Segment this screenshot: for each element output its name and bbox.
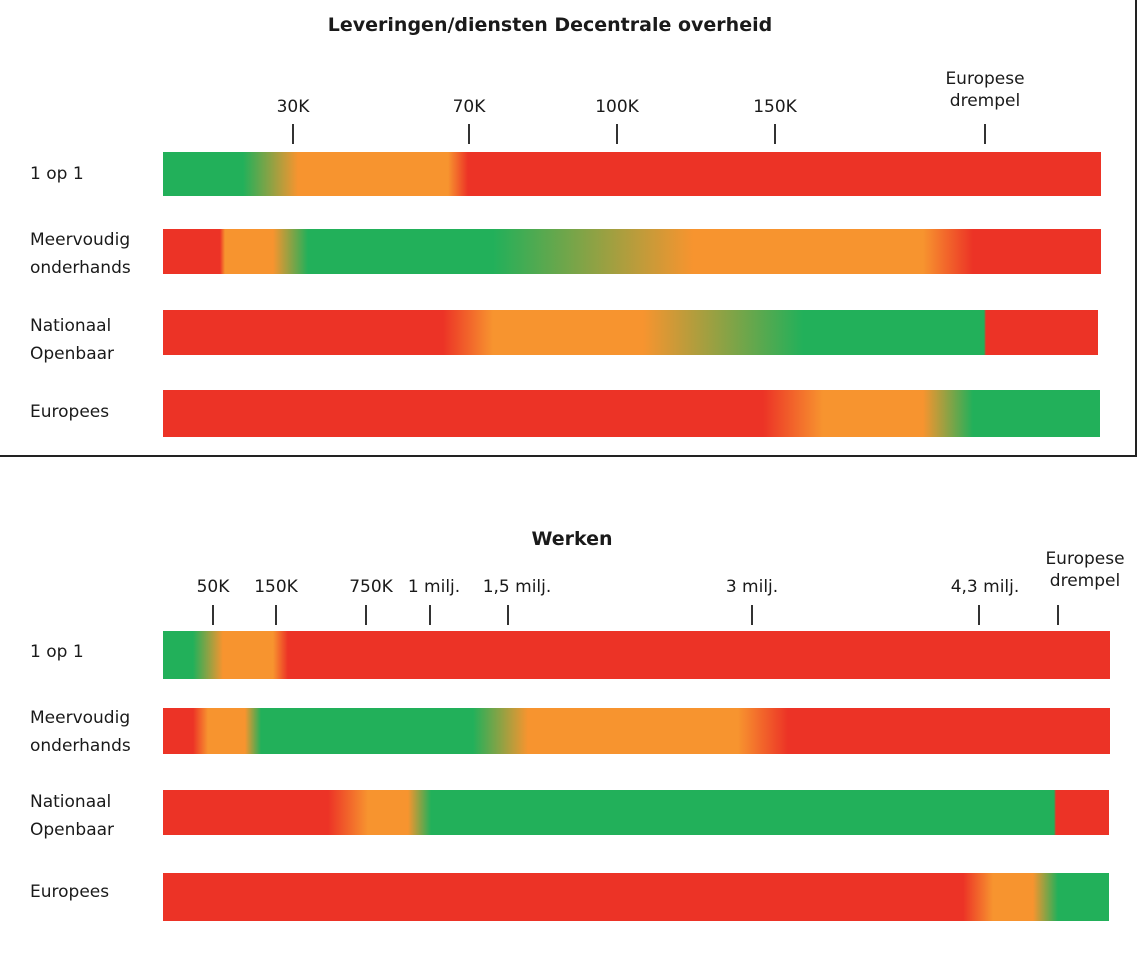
tick-label-4-3-milj: 4,3 milj.: [950, 577, 1020, 597]
tick-mark: [984, 124, 986, 144]
tick-mark: [507, 605, 509, 625]
tick-mark: [212, 605, 214, 625]
tick-mark: [275, 605, 277, 625]
tick-mark: [774, 124, 776, 144]
tick-mark: [751, 605, 753, 625]
bar-meervoudig-onderhands: [163, 229, 1101, 274]
bar-europees: [163, 873, 1109, 921]
row-label-europees: Europees: [30, 402, 110, 422]
tick-label-1-5-milj: 1,5 milj.: [482, 577, 552, 597]
tick-label-100k: 100K: [595, 97, 639, 117]
bar-1-op-1: [163, 152, 1101, 196]
tick-mark: [292, 124, 294, 144]
bar-europees: [163, 390, 1100, 437]
row-label-1-op-1: 1 op 1: [30, 642, 84, 662]
tick-label-30k: 30K: [276, 97, 310, 117]
tick-label-750k: 750K: [349, 577, 393, 597]
tick-label-3-milj: 3 milj.: [725, 577, 779, 597]
row-label-meervoudig-onderhands: Meervoudig onderhands: [30, 708, 131, 756]
bar-1-op-1: [163, 631, 1110, 679]
panel-leveringen-diensten: Leveringen/diensten Decentrale overheid …: [0, 0, 1144, 460]
tick-label-150k: 150K: [254, 577, 298, 597]
tick-label-1-milj: 1 milj.: [407, 577, 461, 597]
tick-label-50k: 50K: [196, 577, 230, 597]
row-label-meervoudig-onderhands: Meervoudig onderhands: [30, 230, 131, 278]
tick-label-70k: 70K: [452, 97, 486, 117]
row-label-nationaal-openbaar: Nationaal Openbaar: [30, 316, 115, 364]
row-label-europees: Europees: [30, 882, 110, 902]
tick-mark: [978, 605, 980, 625]
panel-title: Werken: [531, 528, 613, 550]
tick-mark: [429, 605, 431, 625]
tick-mark: [1057, 605, 1059, 625]
tick-mark: [616, 124, 618, 144]
panel-title: Leveringen/diensten Decentrale overheid: [327, 14, 773, 36]
tick-label-europese-drempel: Europese drempel: [1045, 549, 1125, 591]
tick-mark: [468, 124, 470, 144]
panel-frame: [0, 0, 1137, 457]
tick-label-150k: 150K: [753, 97, 797, 117]
tick-label-europese-drempel: Europese drempel: [945, 69, 1025, 111]
tick-mark: [365, 605, 367, 625]
bar-meervoudig-onderhands: [163, 708, 1110, 754]
panel-werken: Werken 50K 150K 750K 1 milj. 1,5 milj. 3…: [0, 520, 1144, 954]
row-label-1-op-1: 1 op 1: [30, 164, 84, 184]
bar-nationaal-openbaar: [163, 790, 1109, 835]
bar-nationaal-openbaar: [163, 310, 1098, 355]
row-label-nationaal-openbaar: Nationaal Openbaar: [30, 792, 115, 840]
